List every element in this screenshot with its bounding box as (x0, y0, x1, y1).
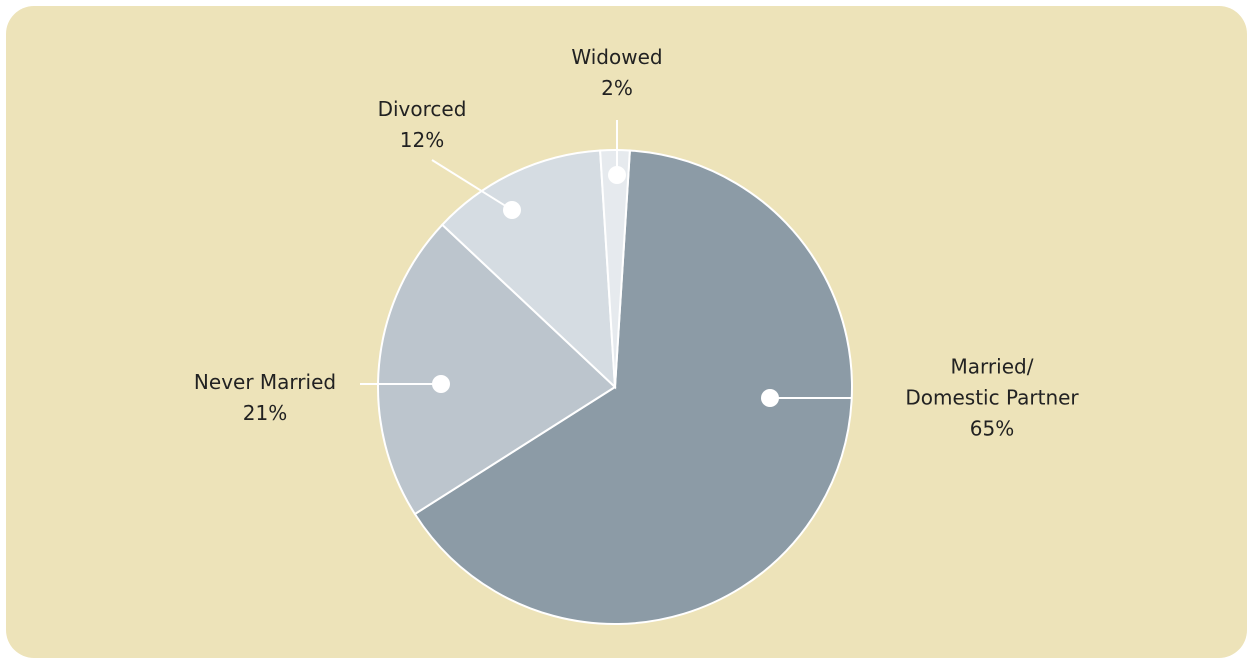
slice-label: Married/ Domestic Partner 65% (905, 352, 1078, 445)
label-dot (503, 201, 521, 219)
value-label: 2% (601, 76, 633, 100)
leader-line (431, 159, 513, 211)
pie-slice (377, 223, 617, 516)
label-dot (608, 166, 626, 184)
slice-label: Divorced 12% (378, 94, 467, 156)
value-label: 21% (242, 401, 288, 425)
category-label: Married/ Domestic Partner (905, 354, 1079, 410)
pie-slice (413, 149, 853, 625)
category-label: Divorced (377, 97, 467, 121)
label-dot (432, 375, 450, 393)
pie-slice (599, 149, 631, 388)
pie-slice (440, 149, 617, 390)
category-label: Widowed (571, 45, 663, 69)
label-dot (761, 389, 779, 407)
value-label: 12% (399, 128, 445, 152)
value-label: 65% (969, 416, 1015, 441)
category-label: Never Married (193, 370, 337, 394)
slice-label: Widowed 2% (571, 42, 662, 104)
slice-label: Never Married 21% (194, 367, 336, 429)
